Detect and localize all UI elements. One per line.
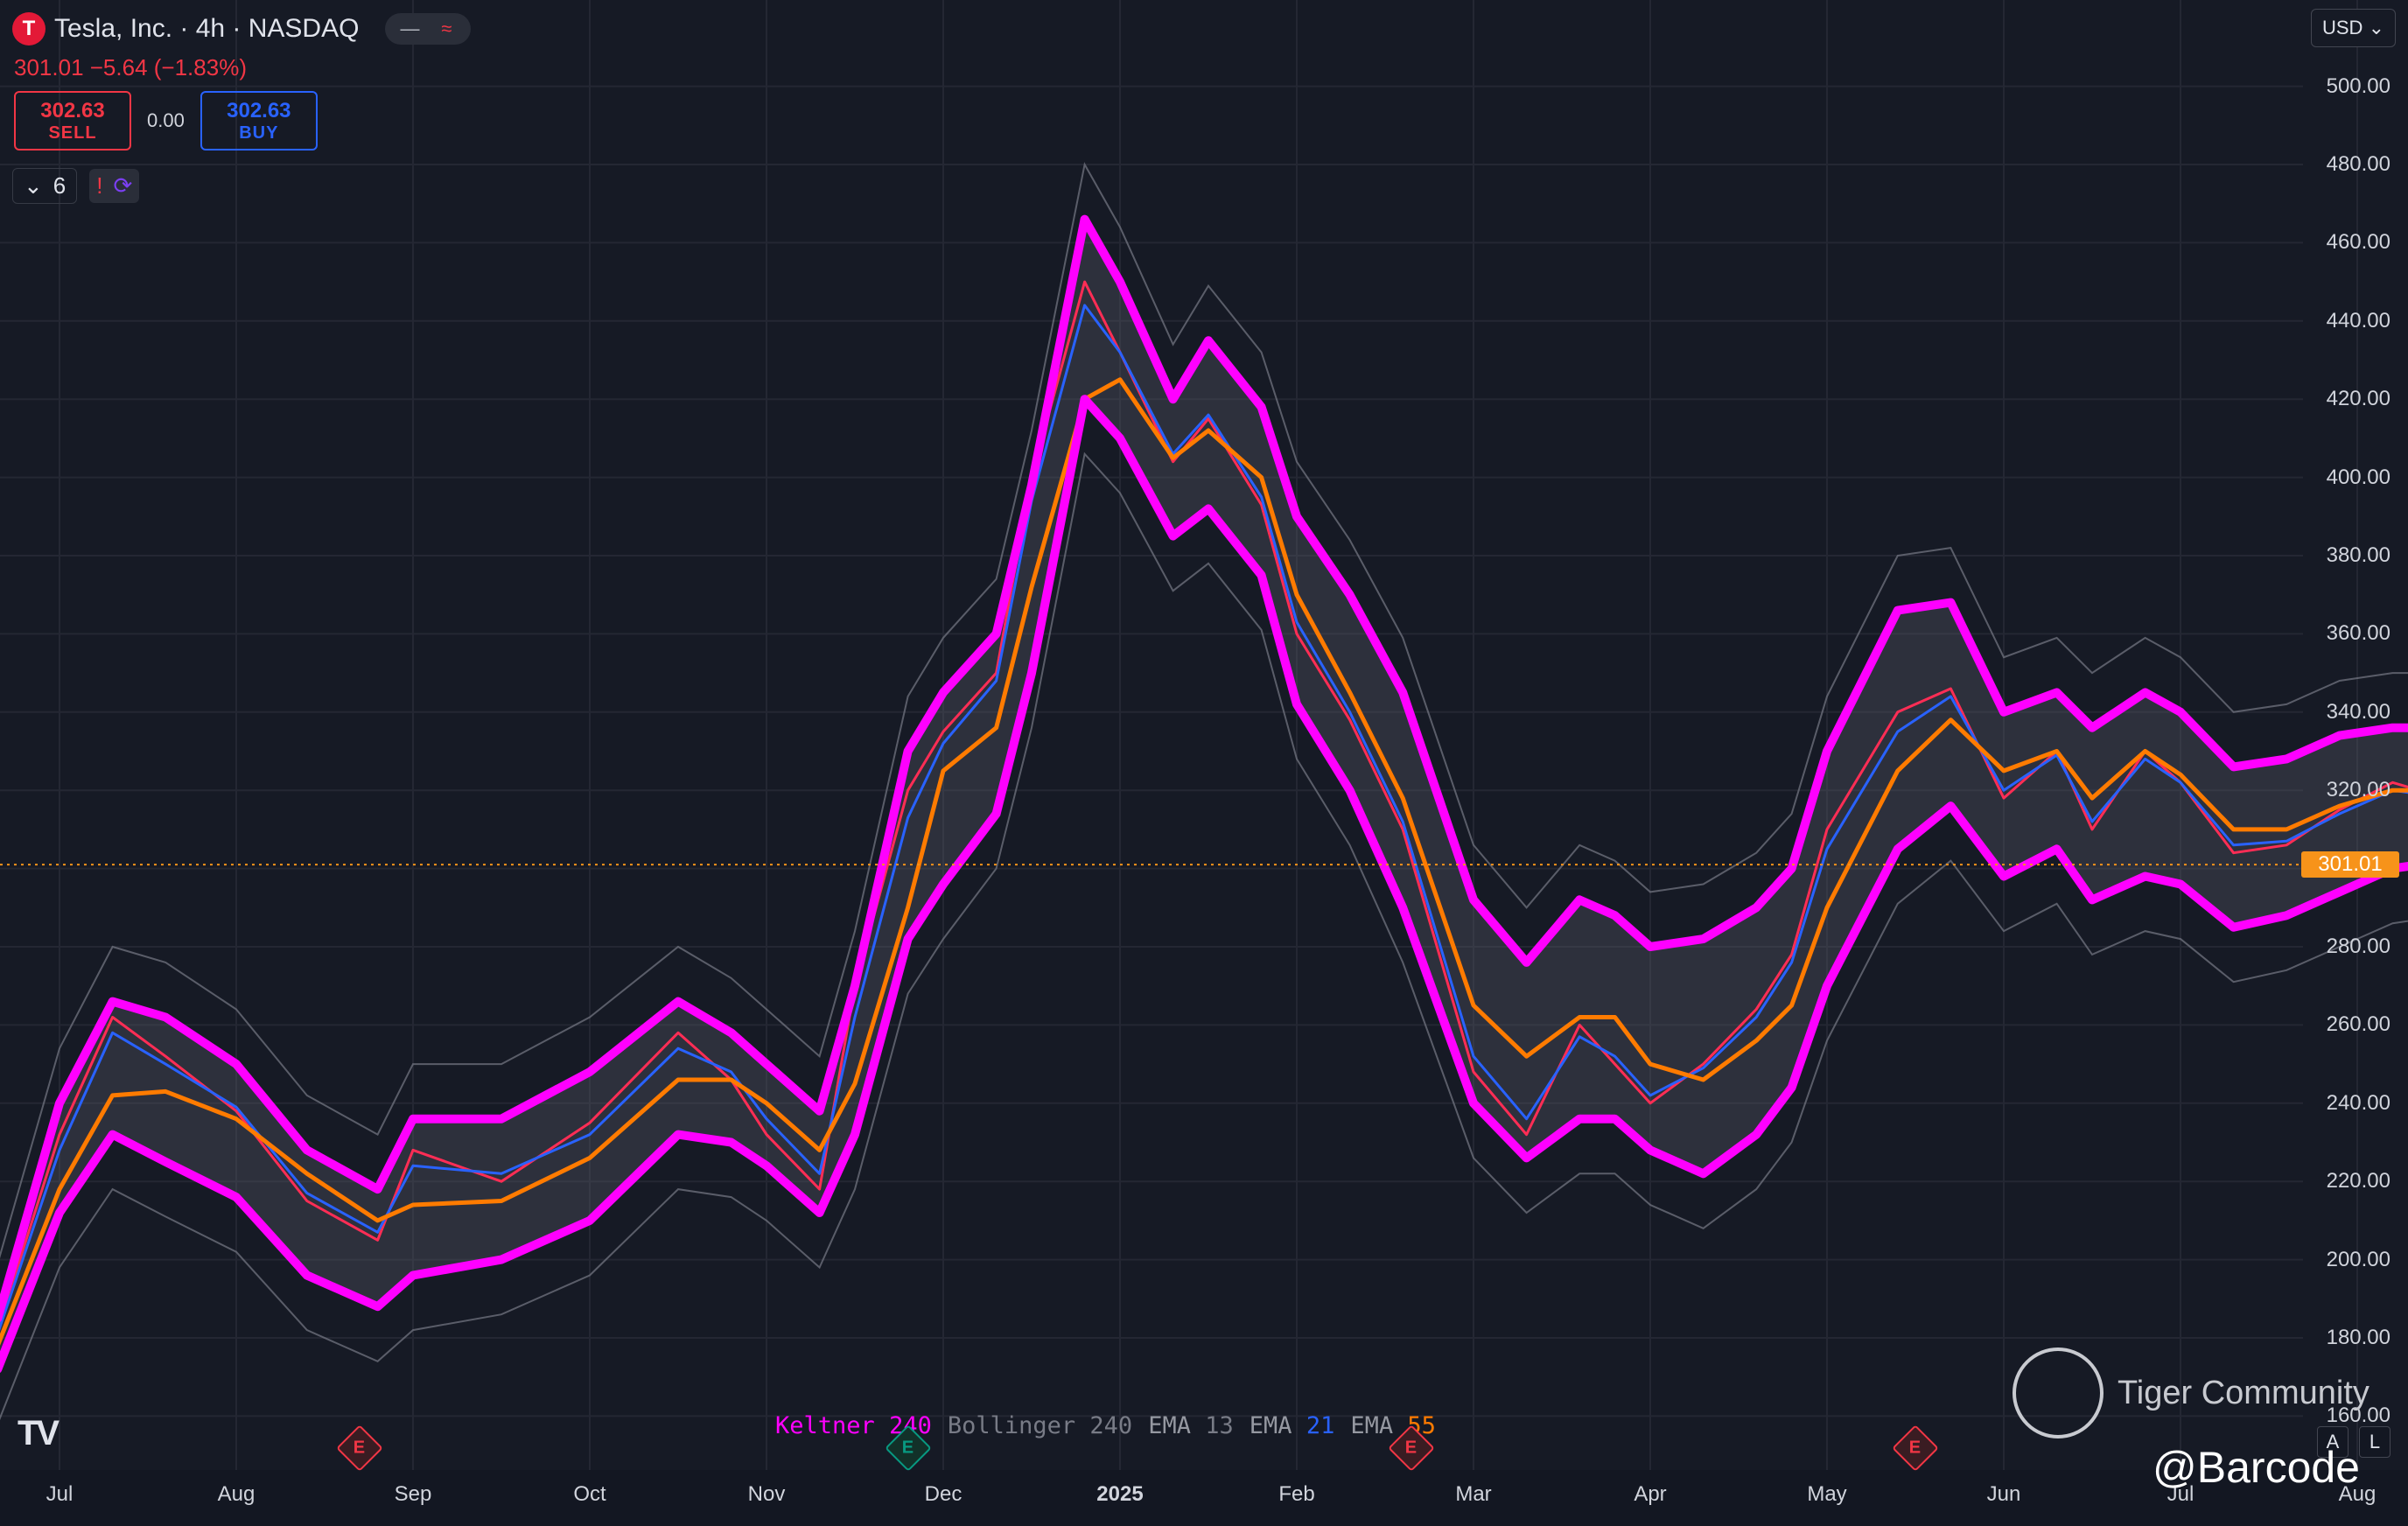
spread-value: 0.00 [147, 109, 185, 131]
currency-value: USD [2322, 17, 2363, 38]
x-tick-label: May [1807, 1482, 1847, 1506]
buy-price: 302.63 [227, 98, 291, 122]
refresh-icon[interactable]: ⟳ [113, 172, 133, 199]
legend-bollinger[interactable]: Bollinger 240 [947, 1412, 1133, 1439]
y-tick-label: 400.00 [2326, 465, 2390, 489]
chevron-down-icon: ⌄ [24, 172, 43, 199]
x-tick-label: Sep [394, 1482, 432, 1506]
currency-select[interactable]: USD ⌄ [2311, 9, 2396, 47]
x-tick-label: Aug [217, 1482, 256, 1506]
y-tick-label: 240.00 [2326, 1090, 2390, 1115]
indicators-toggle[interactable]: ⌄ 6 [12, 168, 78, 204]
y-tick-label: 360.00 [2326, 621, 2390, 646]
y-tick-label: 420.00 [2326, 387, 2390, 411]
y-tick-label: 200.00 [2326, 1247, 2390, 1271]
y-tick-label: 280.00 [2326, 934, 2390, 958]
y-tick-label: 340.00 [2326, 699, 2390, 724]
sell-price: 302.63 [40, 98, 105, 122]
time-axis[interactable]: Jul Aug Sep Oct Nov Dec 2025 Feb Mar Apr May Jun Jul… [0, 1470, 2408, 1526]
y-tick-label: 320.00 [2326, 778, 2390, 802]
x-tick-label: Apr [1634, 1482, 1667, 1506]
symbol-title[interactable]: Tesla, Inc. · 4h · NASDAQ [54, 14, 360, 43]
keltner-lower-line[interactable] [0, 395, 2408, 1373]
legend-ema-13[interactable]: EMA 13 [1148, 1412, 1234, 1439]
indicator-status: ! ⟳ [89, 169, 140, 203]
wave-icon[interactable]: ≈ [441, 18, 452, 39]
sell-label: SELL [48, 122, 97, 143]
x-tick-label: Mar [1455, 1482, 1492, 1506]
sell-button[interactable]: 302.63 SELL [14, 91, 131, 150]
x-tick-label: Aug [2338, 1482, 2376, 1506]
y-tick-label: 380.00 [2326, 543, 2390, 567]
y-tick-label: 460.00 [2326, 230, 2390, 255]
buy-label: BUY [239, 122, 279, 143]
ema-55-line[interactable] [0, 377, 2408, 1346]
x-tick-label: Feb [1278, 1482, 1315, 1506]
x-tick-label: Jul [46, 1482, 74, 1506]
y-tick-label: 160.00 [2326, 1404, 2390, 1428]
watermark: Tiger Community [2012, 1348, 2370, 1438]
log-scale-button[interactable]: L [2359, 1426, 2390, 1458]
author-handle: @Barcode [2152, 1443, 2360, 1492]
y-tick-label: 180.00 [2326, 1326, 2390, 1349]
buy-button[interactable]: 302.63 BUY [200, 91, 318, 150]
keltner-upper-line[interactable] [0, 214, 2408, 1322]
tiger-logo-icon [2012, 1348, 2104, 1438]
tesla-logo-icon: T [12, 12, 46, 46]
x-tick-label: Oct [573, 1482, 606, 1506]
x-tick-label: 2025 [1096, 1482, 1144, 1506]
x-tick-label: Nov [747, 1482, 786, 1506]
price-axis[interactable]: 160.00 180.00 200.00 220.00 240.00 260.00 280.… [2250, 0, 2408, 1470]
y-tick-label: 220.00 [2326, 1169, 2390, 1194]
symbol-header: T Tesla, Inc. · 4h · NASDAQ — ≈ [12, 12, 472, 46]
tradingview-logo-icon[interactable]: TV [18, 1414, 60, 1452]
keltner-channel-fill [0, 219, 2408, 1363]
x-tick-label: Dec [924, 1482, 962, 1506]
legend-ema-55[interactable]: EMA 55 [1350, 1412, 1436, 1439]
indicator-legend: Keltner 240 Bollinger 240 EMA 13 EMA 21 … [775, 1412, 1436, 1439]
x-tick-label: Jun [1986, 1482, 2021, 1506]
minimize-icon[interactable]: — [400, 18, 420, 39]
bollinger-upper-line[interactable] [0, 162, 2408, 1264]
header-controls: — ≈ [385, 13, 472, 45]
legend-ema-21[interactable]: EMA 21 [1249, 1412, 1335, 1439]
bollinger-lower-line[interactable] [0, 452, 2408, 1424]
y-tick-label: 440.00 [2326, 308, 2390, 332]
watermark-text: Tiger Community [2118, 1374, 2370, 1411]
y-tick-label: 260.00 [2326, 1012, 2390, 1037]
auto-scale-button[interactable]: A [2317, 1426, 2348, 1458]
price-change: 301.01 −5.64 (−1.83%) [14, 54, 247, 80]
y-tick-label: 480.00 [2326, 152, 2390, 176]
indicator-count: 6 [52, 172, 66, 199]
trade-panel: 302.63 SELL 0.00 302.63 BUY [14, 91, 318, 150]
x-tick-label: Jul [2166, 1482, 2194, 1506]
current-price-badge: 301.01 [2301, 851, 2399, 878]
y-tick-label: 500.00 [2326, 74, 2390, 98]
indicator-bar: ⌄ 6 ! ⟳ [12, 168, 140, 204]
warning-icon[interactable]: ! [96, 172, 103, 199]
ema-21-line[interactable] [0, 304, 2408, 1334]
ema-13-line[interactable] [0, 280, 2408, 1330]
